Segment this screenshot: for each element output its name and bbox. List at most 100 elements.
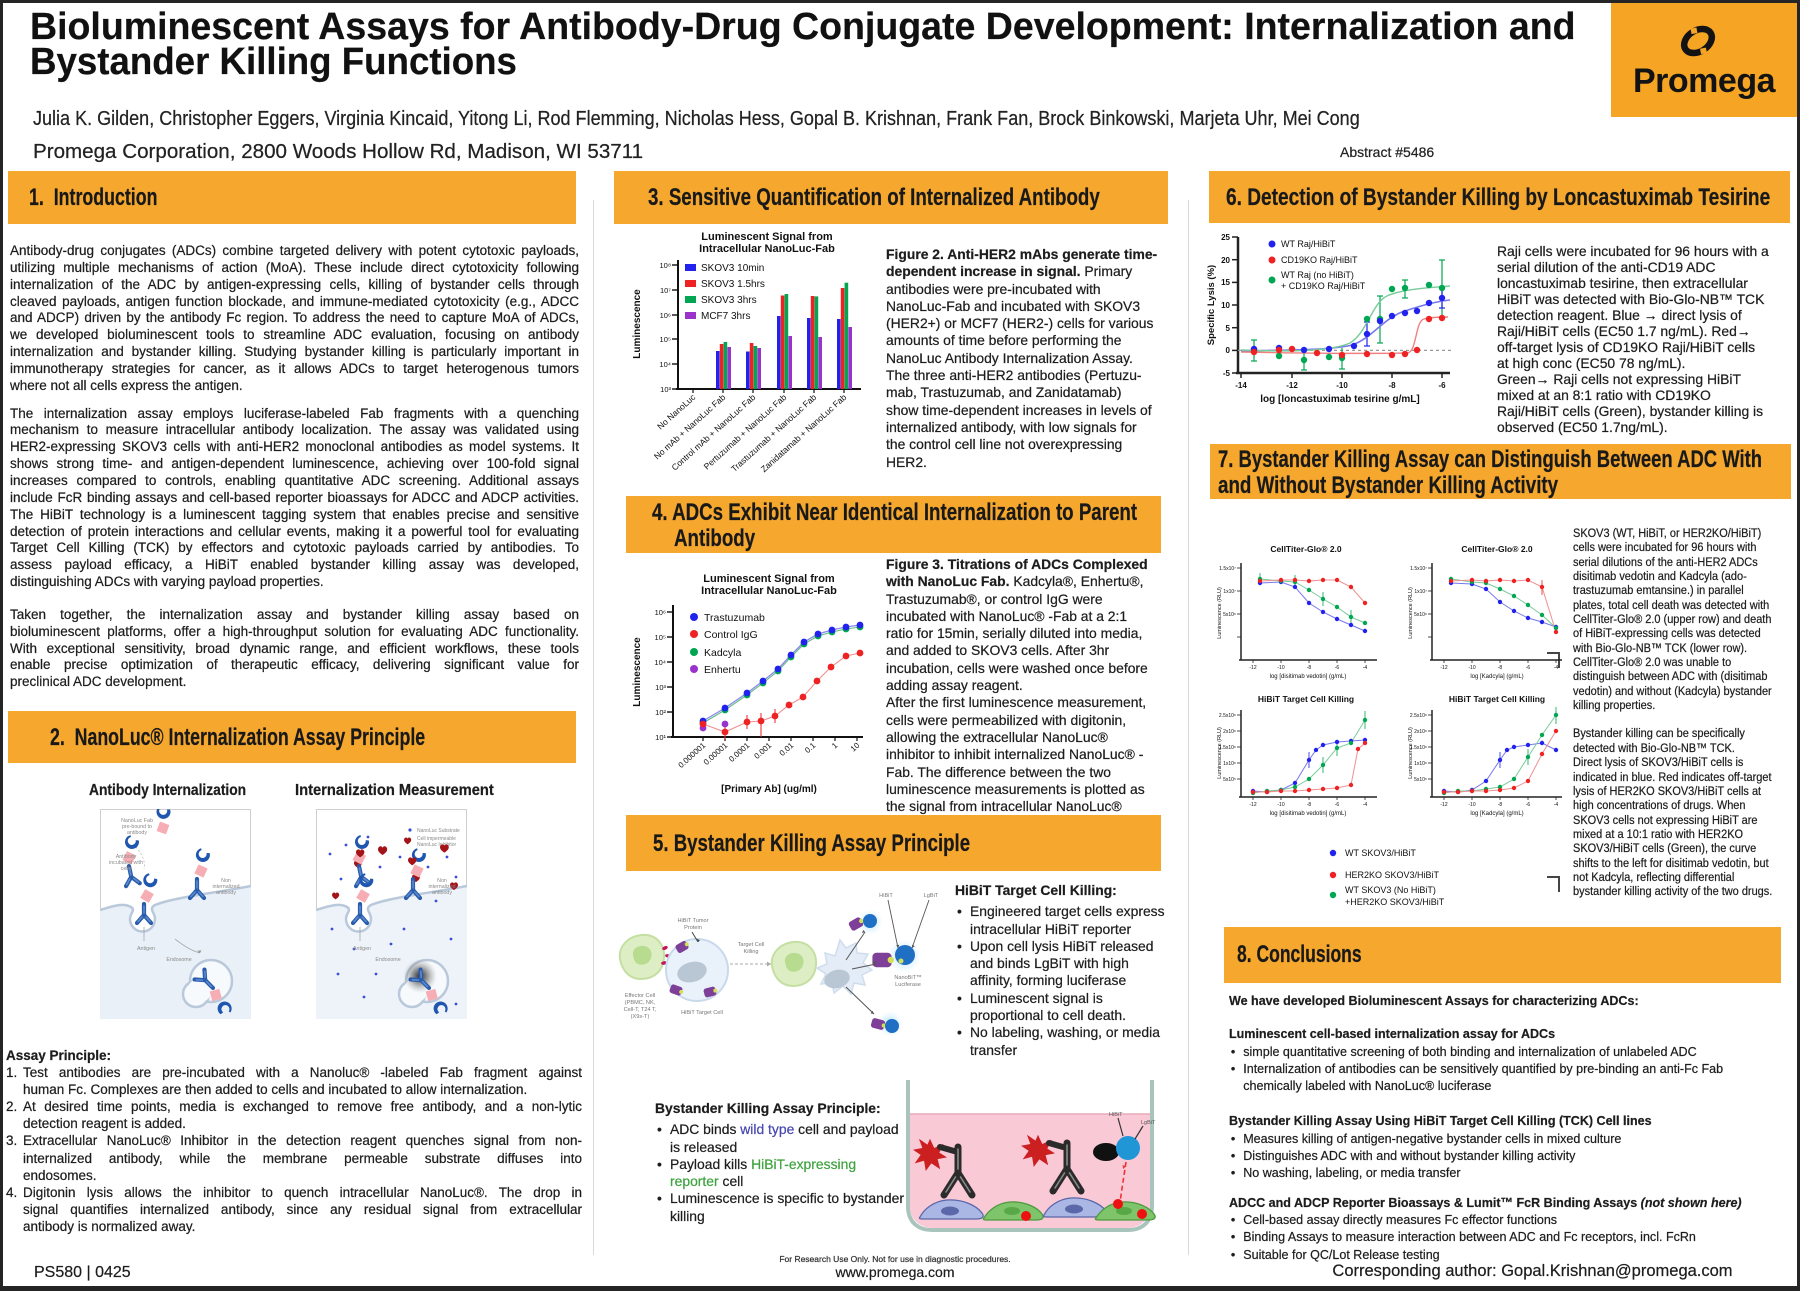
svg-text:5x10⁵: 5x10⁵ xyxy=(1414,777,1427,783)
svg-text:-4: -4 xyxy=(1554,665,1559,671)
svg-text:Target Cell: Target Cell xyxy=(738,942,765,948)
svg-text:LgBiT: LgBiT xyxy=(1141,1120,1156,1126)
svg-text:15: 15 xyxy=(1221,278,1230,287)
svg-text:Antibody: Antibody xyxy=(116,854,137,860)
svg-text:Intracellular NanoLuc-Fab: Intracellular NanoLuc-Fab xyxy=(699,243,835,255)
svg-text:HiBiT Tumor: HiBiT Tumor xyxy=(678,918,709,924)
svg-text:HiBiT: HiBiT xyxy=(1109,1112,1123,1118)
svg-text:NanoLuc Substrate: NanoLuc Substrate xyxy=(417,828,460,834)
svg-text:antibody: antibody xyxy=(432,890,452,896)
svg-text:-5: -5 xyxy=(1223,369,1231,378)
svg-text:10⁵: 10⁵ xyxy=(660,335,671,344)
svg-text:0.0001: 0.0001 xyxy=(727,740,752,763)
svg-text:10⁴: 10⁴ xyxy=(654,658,666,667)
svg-text:SKOV3 10min: SKOV3 10min xyxy=(701,263,764,274)
svg-text:HiBiT: HiBiT xyxy=(879,893,893,899)
svg-text:WT Raj/HiBiT: WT Raj/HiBiT xyxy=(1281,239,1336,249)
svg-text:Luminescence (RLU): Luminescence (RLU) xyxy=(1408,587,1414,639)
svg-text:-6: -6 xyxy=(1526,802,1531,808)
svg-text:log [disitimab vedotin] (g/mL): log [disitimab vedotin] (g/mL) xyxy=(1270,811,1347,817)
svg-text:0.000001: 0.000001 xyxy=(677,740,708,769)
svg-text:25: 25 xyxy=(1221,233,1230,242)
svg-text:5: 5 xyxy=(1226,324,1231,333)
svg-text:-12: -12 xyxy=(1249,802,1256,808)
svg-text:2.5x10⁶: 2.5x10⁶ xyxy=(1410,713,1427,719)
svg-text:LgBiT: LgBiT xyxy=(924,893,939,899)
svg-text:Endosome: Endosome xyxy=(166,957,191,963)
svg-text:2x10⁶: 2x10⁶ xyxy=(1414,729,1427,735)
svg-text:1x10⁶: 1x10⁶ xyxy=(1414,761,1427,767)
svg-text:-12: -12 xyxy=(1440,665,1447,671)
svg-text:Killing: Killing xyxy=(744,949,759,955)
svg-text:10¹: 10¹ xyxy=(655,733,666,742)
svg-text:[Primary Ab] (ug/ml): [Primary Ab] (ug/ml) xyxy=(721,784,817,795)
svg-text:0.1: 0.1 xyxy=(803,740,818,754)
svg-text:2x10⁶: 2x10⁶ xyxy=(1223,729,1236,735)
svg-text:Antigen: Antigen xyxy=(137,946,155,952)
svg-text:-12: -12 xyxy=(1249,665,1256,671)
svg-text:Promega: Promega xyxy=(1633,62,1777,100)
svg-text:-10: -10 xyxy=(1277,802,1284,808)
svg-text:0.01: 0.01 xyxy=(778,740,796,757)
svg-text:internalized: internalized xyxy=(212,884,239,890)
svg-text:2.5x10⁶: 2.5x10⁶ xyxy=(1219,713,1236,719)
svg-text:NanoBiT™: NanoBiT™ xyxy=(894,975,921,981)
svg-text:20: 20 xyxy=(1221,256,1230,265)
svg-text:10⁵: 10⁵ xyxy=(655,633,666,642)
svg-text:(PBMC, NK,: (PBMC, NK, xyxy=(625,1000,656,1006)
svg-text:antibody: antibody xyxy=(127,830,147,836)
svg-text:1: 1 xyxy=(830,740,840,750)
svg-text:+ CD19KO Raj/HiBiT: + CD19KO Raj/HiBiT xyxy=(1281,281,1366,291)
svg-text:-8: -8 xyxy=(1498,665,1503,671)
svg-text:Luminescence: Luminescence xyxy=(632,637,643,707)
svg-text:1x10⁷: 1x10⁷ xyxy=(1223,589,1236,595)
svg-text:10³: 10³ xyxy=(660,385,671,394)
svg-text:5x10⁵: 5x10⁵ xyxy=(1223,777,1236,783)
svg-text:Non: Non xyxy=(437,878,447,884)
svg-text:log [Kadcyla] (g/mL): log [Kadcyla] (g/mL) xyxy=(1470,674,1523,680)
svg-text:1.5x10⁷: 1.5x10⁷ xyxy=(1410,566,1427,572)
svg-text:0.001: 0.001 xyxy=(752,740,773,760)
svg-text:-12: -12 xyxy=(1286,381,1298,390)
svg-text:-4: -4 xyxy=(1554,802,1559,808)
svg-text:1.5x10⁶: 1.5x10⁶ xyxy=(1219,745,1236,751)
svg-text:Cell-T, T24 T,: Cell-T, T24 T, xyxy=(624,1007,657,1013)
svg-text:(X9s-T): (X9s-T) xyxy=(631,1014,650,1020)
svg-text:+HER2KO SKOV3/HiBiT: +HER2KO SKOV3/HiBiT xyxy=(1345,897,1445,907)
svg-text:MCF7 3hrs: MCF7 3hrs xyxy=(701,311,750,322)
svg-text:10⁶: 10⁶ xyxy=(655,608,666,617)
svg-text:-14: -14 xyxy=(1235,381,1247,390)
svg-text:-8: -8 xyxy=(1388,381,1396,390)
svg-text:log [Kadcyla] (g/mL): log [Kadcyla] (g/mL) xyxy=(1470,811,1523,817)
svg-text:Luminescence (RLU): Luminescence (RLU) xyxy=(1217,727,1223,779)
svg-text:Enhertu: Enhertu xyxy=(704,664,741,676)
svg-text:antibody: antibody xyxy=(216,890,236,896)
svg-text:CellTiter-Glo® 2.0: CellTiter-Glo® 2.0 xyxy=(1461,544,1533,554)
svg-text:Kadcyla: Kadcyla xyxy=(704,647,742,659)
svg-text:10³: 10³ xyxy=(655,683,666,692)
svg-text:-6: -6 xyxy=(1335,665,1340,671)
svg-text:0: 0 xyxy=(1226,346,1231,355)
svg-text:1x10⁷: 1x10⁷ xyxy=(1414,589,1427,595)
svg-text:-10: -10 xyxy=(1336,381,1348,390)
svg-text:HiBiT Target Cell Killing: HiBiT Target Cell Killing xyxy=(1449,694,1545,704)
svg-text:Luminescence (RLU): Luminescence (RLU) xyxy=(1217,587,1223,639)
svg-text:10: 10 xyxy=(849,740,862,753)
svg-text:1.5x10⁷: 1.5x10⁷ xyxy=(1219,566,1236,572)
svg-text:SKOV3 3hrs: SKOV3 3hrs xyxy=(701,295,757,306)
svg-text:1x10⁶: 1x10⁶ xyxy=(1223,761,1236,767)
svg-text:Cell impermeable: Cell impermeable xyxy=(417,836,456,842)
svg-text:-8: -8 xyxy=(1307,802,1312,808)
svg-text:-6: -6 xyxy=(1438,381,1446,390)
svg-text:Protein: Protein xyxy=(684,925,702,931)
svg-text:-8: -8 xyxy=(1307,665,1312,671)
svg-text:WT Raj (no HiBiT): WT Raj (no HiBiT) xyxy=(1281,270,1354,280)
svg-text:NanoLuc Inhibitor: NanoLuc Inhibitor xyxy=(417,842,457,848)
svg-text:CD19KO Raj/HiBiT: CD19KO Raj/HiBiT xyxy=(1281,255,1358,265)
svg-text:SKOV3 1.5hrs: SKOV3 1.5hrs xyxy=(701,279,765,290)
svg-text:HiBiT Target Cell Killing: HiBiT Target Cell Killing xyxy=(1258,694,1354,704)
svg-text:Intracellular NanoLuc-Fab: Intracellular NanoLuc-Fab xyxy=(701,585,837,597)
svg-text:10⁷: 10⁷ xyxy=(660,286,671,295)
svg-text:HiBiT Target Cell: HiBiT Target Cell xyxy=(681,1010,723,1016)
svg-text:-4: -4 xyxy=(1363,665,1368,671)
